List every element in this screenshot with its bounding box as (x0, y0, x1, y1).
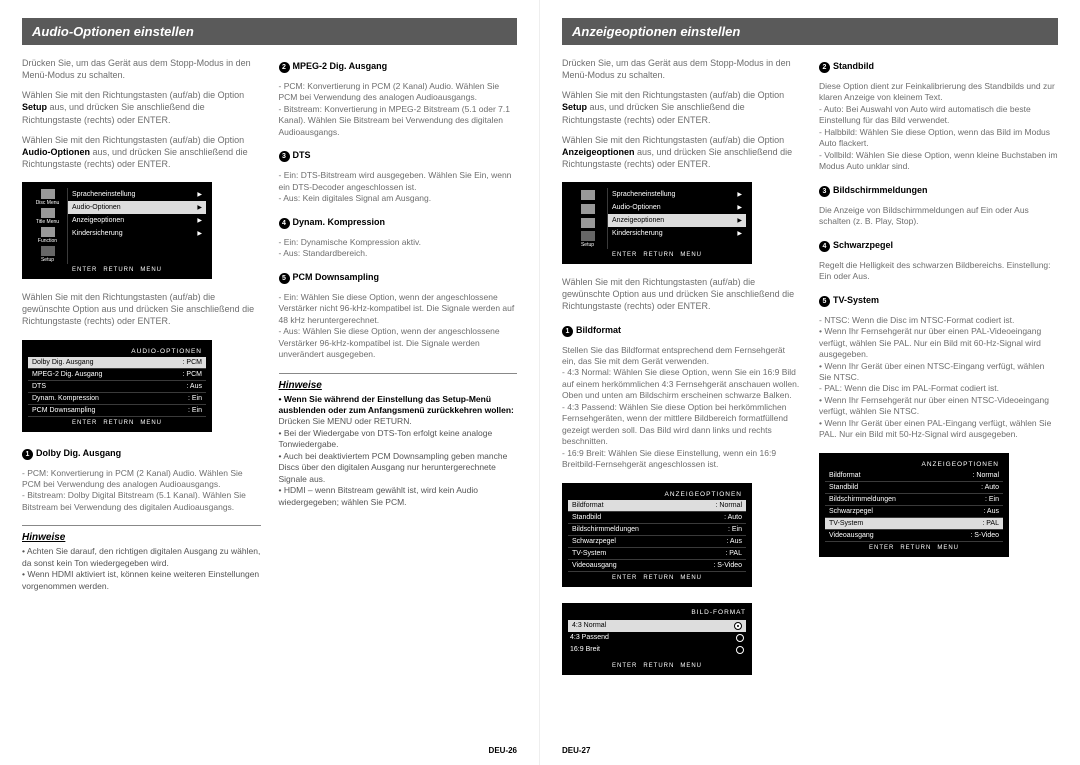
osd-bildformat: BILD-FORMAT 4:3 Normal 4:3 Passend 16:9 … (562, 603, 752, 675)
note-block-1: Hinweise • Achten Sie darauf, den richti… (22, 525, 261, 592)
note-block-2: Hinweise • Wenn Sie während der Einstell… (279, 373, 518, 509)
step3: Wählen Sie mit den Richtungstasten (auf/… (22, 134, 261, 170)
osd-anzeige: ANZEIGEOPTIONEN Bildformat: Normal Stand… (562, 483, 752, 587)
page-num-right: DEU-27 (562, 746, 590, 755)
left-colA: Drücken Sie, um das Gerät aus dem Stopp-… (22, 57, 261, 592)
page-right-header: Anzeigeoptionen einstellen (562, 18, 1058, 45)
page-right: Anzeigeoptionen einstellen Drücken Sie, … (540, 0, 1080, 765)
right-colA: Drücken Sie, um das Gerät aus dem Stopp-… (562, 57, 801, 679)
osd-setup-menu-r: Setup Spracheneinstellung Audio-Optionen… (562, 182, 752, 264)
right-colB: 2Standbild Diese Option dient zur Feinka… (819, 57, 1058, 679)
step4: Wählen Sie mit den Richtungstasten (auf/… (22, 291, 261, 327)
page-num-left: DEU-26 (489, 746, 517, 755)
osd-setup-menu: Disc Menu Title Menu Function Setup Spra… (22, 182, 212, 279)
page-left-header: Audio-Optionen einstellen (22, 18, 517, 45)
sub1: 1Dolby Dig. Ausgang (22, 448, 261, 460)
left-colB: 2MPEG-2 Dig. Ausgang - PCM: Konvertierun… (279, 57, 518, 592)
page-left-columns: Drücken Sie, um das Gerät aus dem Stopp-… (22, 57, 517, 592)
page-right-columns: Drücken Sie, um das Gerät aus dem Stopp-… (562, 57, 1058, 679)
sub1-body: - PCM: Konvertierung in PCM (2 Kanal) Au… (22, 468, 261, 514)
osd-anzeige-2: ANZEIGEOPTIONEN Bildformat: Normal Stand… (819, 453, 1009, 557)
step2: Wählen Sie mit den Richtungstasten (auf/… (22, 89, 261, 125)
osd-audio-options: AUDIO-OPTIONEN Dolby Dig. Ausgang: PCM M… (22, 340, 212, 432)
page-left: Audio-Optionen einstellen Drücken Sie, u… (0, 0, 540, 765)
step1: Drücken Sie, um das Gerät aus dem Stopp-… (22, 57, 261, 81)
